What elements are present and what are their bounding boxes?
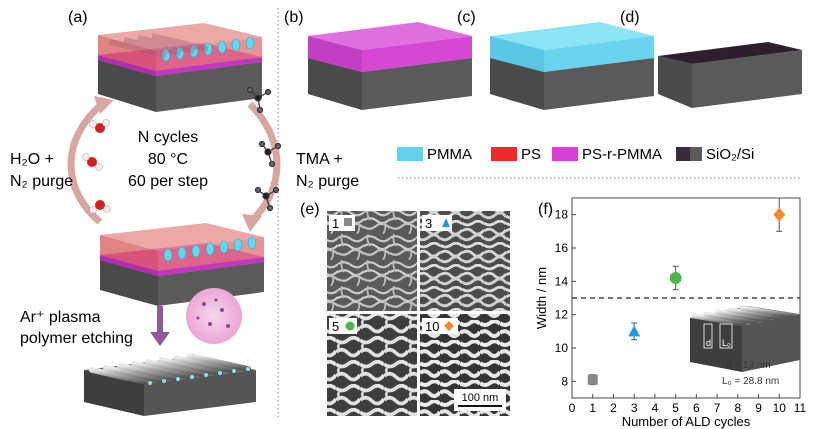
sem-grid: 1 3 5 10 100 nm: [326, 210, 510, 416]
y-tick-label: 12: [555, 308, 569, 322]
block-d: [658, 42, 802, 108]
data-point-triangle: [628, 325, 641, 337]
x-tick-label: 9: [755, 401, 762, 415]
tma-text-1: TMA +: [296, 151, 343, 168]
block-etched: [84, 353, 256, 416]
x-tick-label: 4: [652, 401, 659, 415]
inset-d-value: d = 13 nm: [726, 360, 771, 371]
x-tick-label: 7: [714, 401, 721, 415]
etch-text-2: polymer etching: [20, 330, 133, 347]
scale-bar-label: 100 nm: [462, 392, 499, 404]
block-top: [98, 23, 262, 112]
water-molecule-icon: [82, 119, 111, 214]
panel-label-c: (c): [457, 9, 476, 26]
inset-l0-value: L₀ = 28.8 nm: [722, 376, 779, 387]
water-text-1: H₂O +: [10, 151, 54, 168]
x-tick-label: 5: [672, 401, 679, 415]
y-tick-label: 16: [555, 241, 569, 255]
etch-arrow-head: [150, 332, 170, 346]
inset-l0-label: L₀: [722, 338, 731, 348]
cycle-arrow-right: [247, 101, 281, 225]
panel-label-b: (b): [284, 9, 304, 26]
x-tick-label: 11: [794, 401, 807, 415]
x-tick-label: 3: [631, 401, 638, 415]
sem-label-5: 5: [332, 319, 339, 334]
inset-d-label: d: [706, 338, 711, 348]
cycle-arrow-left: [67, 101, 105, 225]
rods-top: [109, 33, 255, 62]
sem-label-3: 3: [425, 216, 432, 231]
legend-swatch-ps-r-pmma: [552, 147, 578, 161]
plasma-icon: [186, 288, 242, 344]
inset-l0-marker: [719, 323, 733, 349]
legend-label-ps-r-pmma: PS-r-PMMA: [582, 146, 662, 163]
x-tick-label: 0: [569, 401, 576, 415]
legend: PMMA PS PS-r-PMMA SiO₂/Si: [397, 146, 754, 163]
y-tick-label: 18: [555, 208, 569, 222]
inset-d-marker: [703, 323, 713, 349]
legend-swatch-pmma: [397, 147, 423, 161]
square-marker-icon: [344, 218, 352, 226]
panel-label-d: (d): [620, 9, 640, 26]
panel-label-e: (e): [300, 201, 320, 218]
cycle-arrow-right-head: [242, 214, 262, 232]
cycle-arrow-left-head: [94, 96, 114, 114]
legend-label-ps: PS: [521, 146, 541, 163]
block-b: [308, 22, 472, 110]
legend-label-pmma: PMMA: [427, 146, 472, 163]
triangle-marker-icon: [442, 218, 450, 227]
block-c: [490, 22, 654, 110]
etch-text-1: Ar⁺ plasma: [20, 309, 101, 326]
x-tick-label: 6: [693, 401, 700, 415]
data-point-square: [587, 374, 598, 385]
x-tick-label: 10: [773, 401, 787, 415]
data-point-diamond: [773, 207, 786, 222]
y-tick-label: 14: [555, 274, 569, 288]
inset-structure: d L₀: [690, 305, 800, 372]
x-tick-label: 2: [610, 401, 617, 415]
block-middle: [100, 223, 264, 306]
panel-label-a: (a): [68, 9, 88, 26]
circle-marker-icon: [345, 321, 355, 331]
y-tick-label: 10: [555, 341, 569, 355]
tma-molecule-icon: [246, 86, 282, 212]
y-tick-label: 8: [561, 374, 568, 388]
cycle-text-2: 80 °C: [148, 151, 188, 168]
sem-label-10: 10: [425, 319, 439, 334]
tma-text-2: N₂ purge: [296, 173, 359, 190]
x-tick-label: 1: [589, 401, 596, 415]
data-point-circle: [669, 272, 682, 284]
cycle-text-3: 60 per step: [128, 173, 208, 190]
legend-swatch-ps: [491, 147, 517, 161]
y-axis-label: Width / nm: [534, 267, 549, 329]
panel-label-f: (f): [538, 201, 553, 218]
diamond-marker-icon: [444, 321, 454, 331]
legend-label-sio2: SiO₂/Si: [706, 146, 754, 163]
water-text-2: N₂ purge: [10, 173, 73, 190]
x-tick-label: 8: [734, 401, 741, 415]
x-axis-label: Number of ALD cycles: [622, 414, 751, 429]
legend-swatch-sio2-grey: [690, 147, 702, 161]
sem-label-1: 1: [332, 216, 339, 231]
rods-middle: [163, 236, 257, 262]
legend-swatch-sio2-dark: [676, 147, 690, 161]
cycle-text-1: N cycles: [138, 129, 198, 146]
